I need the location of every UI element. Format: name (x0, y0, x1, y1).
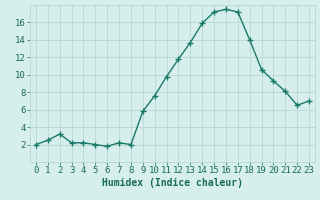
X-axis label: Humidex (Indice chaleur): Humidex (Indice chaleur) (102, 178, 243, 188)
